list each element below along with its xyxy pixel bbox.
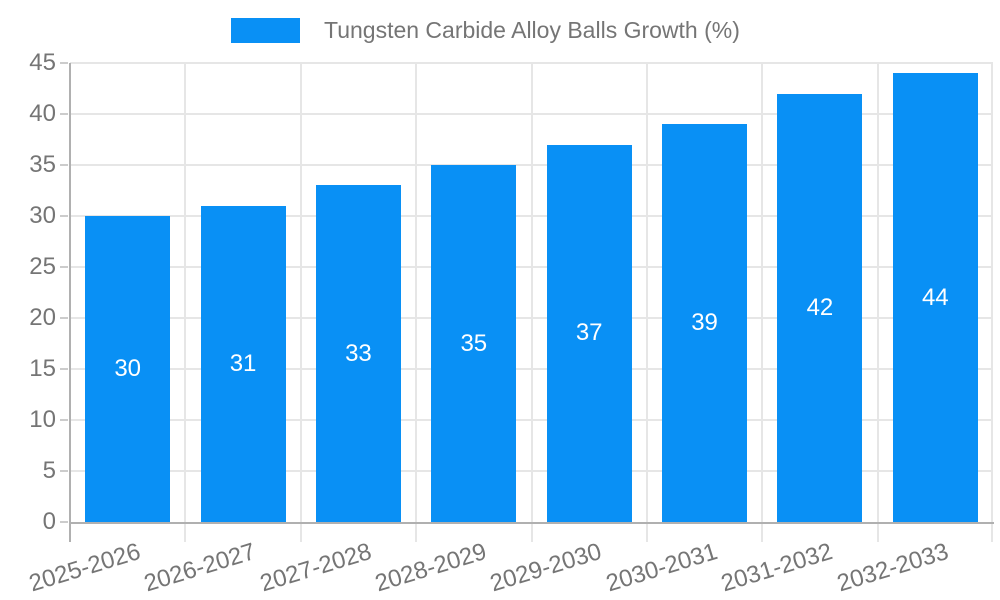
bar-value-label: 30 (114, 355, 142, 382)
y-tick (60, 317, 68, 319)
y-tick-label: 5 (42, 457, 56, 484)
bar[interactable] (200, 205, 286, 522)
bar[interactable] (662, 124, 748, 522)
y-tick-label: 35 (29, 151, 56, 178)
y-tick (60, 521, 68, 523)
bar[interactable] (85, 216, 171, 522)
bar-value-label: 37 (575, 319, 603, 347)
bar-value-label: 44 (921, 283, 949, 311)
y-tick-label: 30 (29, 202, 56, 229)
y-tick-label: 20 (29, 304, 56, 331)
y-tick-label: 0 (42, 508, 56, 535)
y-tick-label: 25 (29, 253, 56, 280)
y-tick (60, 113, 68, 115)
bar-value-label: 33 (345, 339, 372, 367)
y-tick-label: 10 (29, 406, 56, 433)
bar[interactable] (431, 165, 517, 522)
y-tick (60, 62, 68, 64)
x-tick (530, 524, 533, 542)
v-gridline (991, 63, 993, 522)
x-tick-label: 2026-2027 (141, 538, 259, 598)
x-tick (876, 524, 879, 542)
x-tick-label: 2027-2028 (256, 538, 375, 598)
y-tick-label: 40 (29, 100, 56, 127)
bar[interactable] (546, 144, 632, 522)
x-tick (761, 524, 764, 542)
x-tick (645, 524, 648, 542)
v-gridline (415, 63, 418, 522)
v-gridline (761, 63, 764, 522)
x-tick (415, 524, 418, 542)
bar[interactable] (315, 185, 401, 522)
bar-value-label: 39 (691, 309, 718, 337)
x-tick-label: 2031-2032 (718, 538, 836, 598)
v-gridline (876, 63, 879, 522)
x-tick (184, 524, 187, 542)
x-tick-label: 2029-2030 (487, 538, 606, 598)
y-tick (60, 470, 68, 472)
x-axis-line (69, 522, 994, 524)
bar[interactable] (892, 73, 978, 522)
y-tick (60, 368, 68, 370)
x-tick (991, 524, 993, 542)
y-tick (60, 215, 68, 217)
x-tick-label: 2032-2033 (833, 538, 952, 598)
y-tick (60, 266, 68, 268)
v-gridline (530, 63, 533, 522)
y-tick (60, 419, 68, 421)
x-tick-label: 2028-2029 (372, 538, 490, 598)
x-tick (299, 524, 302, 542)
y-tick (60, 164, 68, 166)
v-gridline (645, 63, 648, 522)
y-tick-label: 45 (29, 49, 56, 76)
bar-value-label: 42 (806, 293, 834, 321)
x-tick-label: 2025-2026 (25, 538, 144, 598)
v-gridline (299, 63, 302, 522)
y-tick-label: 15 (29, 355, 56, 382)
x-tick-label: 2030-2031 (602, 538, 721, 598)
bar[interactable] (777, 93, 863, 522)
bar-value-label: 31 (229, 349, 257, 377)
y-axis-line (69, 63, 71, 542)
v-gridline (184, 63, 187, 522)
legend-label: Tungsten Carbide Alloy Balls Growth (%) (324, 17, 740, 43)
bar-value-label: 35 (460, 329, 488, 357)
legend-swatch-icon (231, 18, 300, 43)
